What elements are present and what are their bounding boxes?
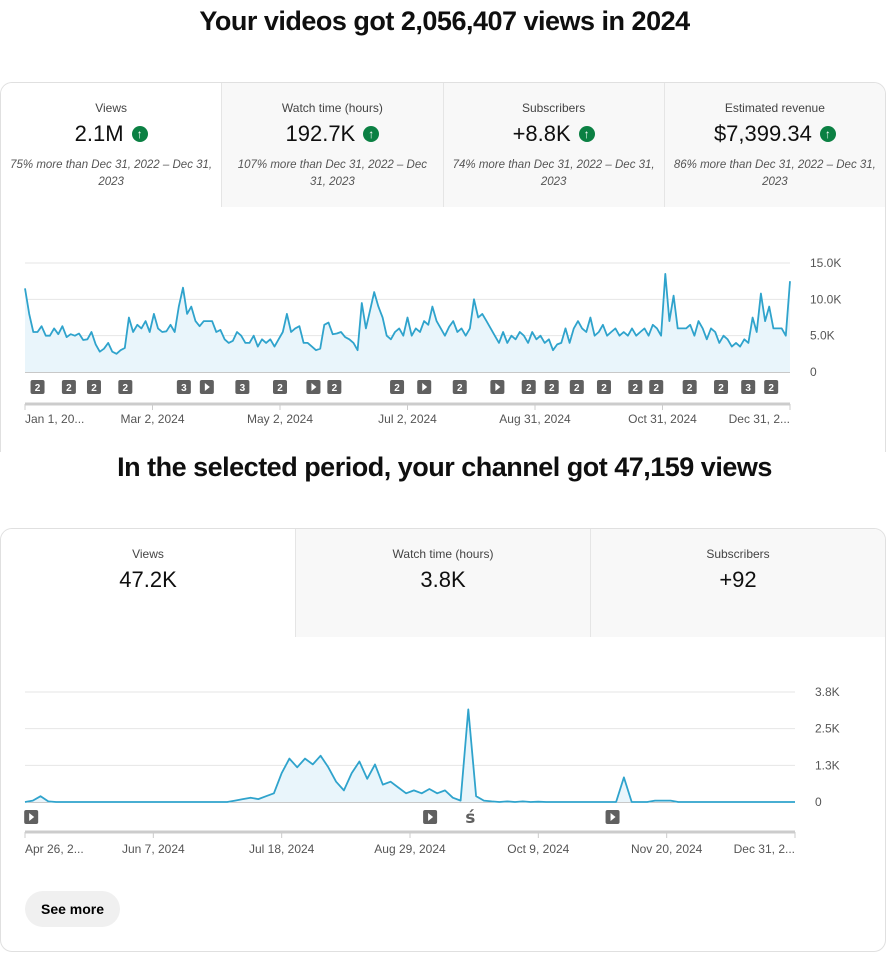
marker-count: 2	[457, 383, 463, 394]
upload-count-marker	[682, 380, 697, 394]
tab-views[interactable]: Views 47.2K	[1, 529, 295, 637]
marker-count: 2	[768, 383, 774, 394]
see-more-button[interactable]: See more	[25, 891, 121, 927]
marker-count: 2	[394, 383, 400, 394]
tab-compare: 75% more than Dec 31, 2022 – Dec 31, 202…	[10, 159, 213, 188]
tab-value: 47.2K	[119, 567, 177, 592]
x-tick-label: May 2, 2024	[247, 412, 313, 426]
upload-count-marker	[628, 380, 643, 394]
marker-count: 2	[718, 383, 724, 394]
play-icon	[422, 383, 428, 391]
x-tick-label: Mar 2, 2024	[120, 412, 184, 426]
tab-value: +92	[719, 567, 757, 592]
marker-count: 2	[526, 383, 532, 394]
marker-count: 2	[123, 383, 129, 394]
tab-label: Subscribers	[706, 547, 770, 561]
tab-label: Views	[132, 547, 164, 561]
marker-count: 2	[549, 383, 555, 394]
tab-revenue[interactable]: Estimated revenue $7,399.34 ↑ 86% more than…	[663, 83, 885, 207]
arrow-up-icon: ↑	[363, 126, 380, 142]
tab-label: Watch time (hours)	[392, 547, 494, 561]
upload-count-marker	[30, 380, 45, 394]
tab-value: 2.1M	[74, 121, 124, 146]
x-tick-label: Oct 31, 2024	[628, 412, 697, 426]
tab-value: $7,399.34	[713, 121, 812, 146]
x-tick-label: Dec 31, 2...	[729, 412, 790, 426]
upload-count-marker	[521, 380, 536, 394]
tab-value: 192.7K	[285, 121, 356, 146]
marker-count: 2	[653, 383, 659, 394]
upload-count-marker	[544, 380, 559, 394]
upload-count-marker	[327, 380, 342, 394]
x-tick-label: Jan 1, 20...	[25, 412, 84, 426]
tab-subscribers[interactable]: Subscribers +8.8K ↑ 74% more than Dec 31, 2…	[442, 83, 664, 207]
marker-count: 2	[35, 383, 41, 394]
upload-count-marker	[235, 380, 250, 394]
tab-label: Estimated revenue	[724, 101, 825, 115]
marker-count: 2	[601, 383, 607, 394]
marker-count: 2	[66, 383, 72, 394]
tab-label: Subscribers	[521, 101, 586, 115]
arrow-up-icon: ↑	[131, 126, 148, 142]
marker-count: 2	[633, 383, 639, 394]
marker-count: 2	[574, 383, 580, 394]
upload-count-marker	[649, 380, 664, 394]
tab-watch-time[interactable]: Watch time (hours) 3.8K	[295, 529, 590, 637]
tab-subscribers[interactable]: Subscribers +92	[590, 529, 885, 637]
tab-label: Views	[95, 101, 128, 115]
section1-title: Your videos got 2,056,407 views in 2024	[199, 6, 690, 36]
section2-title: In the selected period, your channel got…	[117, 452, 772, 482]
x-tick-label: Aug 31, 2024	[499, 412, 571, 426]
play-icon	[311, 383, 317, 391]
series-line	[24, 273, 791, 355]
x-tick-label: Jul 2, 2024	[378, 412, 437, 426]
marker-count: 2	[277, 383, 283, 394]
play-icon	[204, 383, 210, 391]
upload-count-marker	[714, 380, 729, 394]
upload-count-marker	[176, 380, 191, 394]
summary-card-period: Views 47.2K Watch time (hours) 3.8K Subscr…	[0, 528, 886, 952]
tab-label: Watch time (hours)	[281, 101, 383, 115]
upload-count-marker	[569, 380, 584, 394]
marker-count: 3	[181, 383, 187, 394]
marker-count: 2	[91, 383, 97, 394]
play-icon	[495, 383, 501, 391]
upload-count-marker	[452, 380, 467, 394]
y-tick-label: 10.0K	[810, 292, 841, 306]
marker-count: 2	[332, 383, 338, 394]
arrow-up-icon: ↑	[578, 126, 595, 142]
y-tick-label: 15.0K	[810, 256, 841, 270]
summary-card-year: Views 2.1M ↑ 75% more than Dec 31, 2022 – D…	[0, 82, 886, 452]
upload-count-marker	[596, 380, 611, 394]
marker-count: 3	[745, 383, 751, 394]
upload-count-marker	[390, 380, 405, 394]
y-tick-label: 0	[810, 365, 817, 379]
upload-count-marker	[61, 380, 76, 394]
marker-count: 2	[687, 383, 693, 394]
tab-views[interactable]: Views 2.1M ↑ 75% more than Dec 31, 2022 – D…	[1, 83, 222, 207]
y-tick-label: 5.0K	[810, 329, 835, 343]
tab-value: 3.8K	[420, 567, 466, 592]
upload-count-marker	[764, 380, 779, 394]
tab-compare: 107% more than Dec 31, 2022 – Dec 31, 20…	[237, 159, 427, 188]
area-fill	[25, 273, 790, 372]
tab-value: +8.8K	[512, 121, 571, 146]
arrow-up-icon: ↑	[819, 126, 836, 142]
upload-count-marker	[86, 380, 101, 394]
upload-count-marker	[118, 380, 133, 394]
upload-count-marker	[273, 380, 287, 394]
marker-count: 3	[240, 383, 246, 394]
tab-compare: 86% more than Dec 31, 2022 – Dec 31, 202…	[673, 159, 876, 188]
views-chart-2024: 15.0K 10.0K 5.0K 0 2 2 2 2 3 3 2 2 2 2 2 2 2 2 2 2 2 2 3 2 Jan 1…	[24, 256, 841, 426]
tab-compare: 74% more than Dec 31, 2022 – Dec 31, 202…	[452, 159, 655, 188]
tab-watch-time[interactable]: Watch time (hours) 192.7K ↑ 107% more than …	[221, 83, 443, 207]
upload-count-marker	[741, 380, 756, 394]
